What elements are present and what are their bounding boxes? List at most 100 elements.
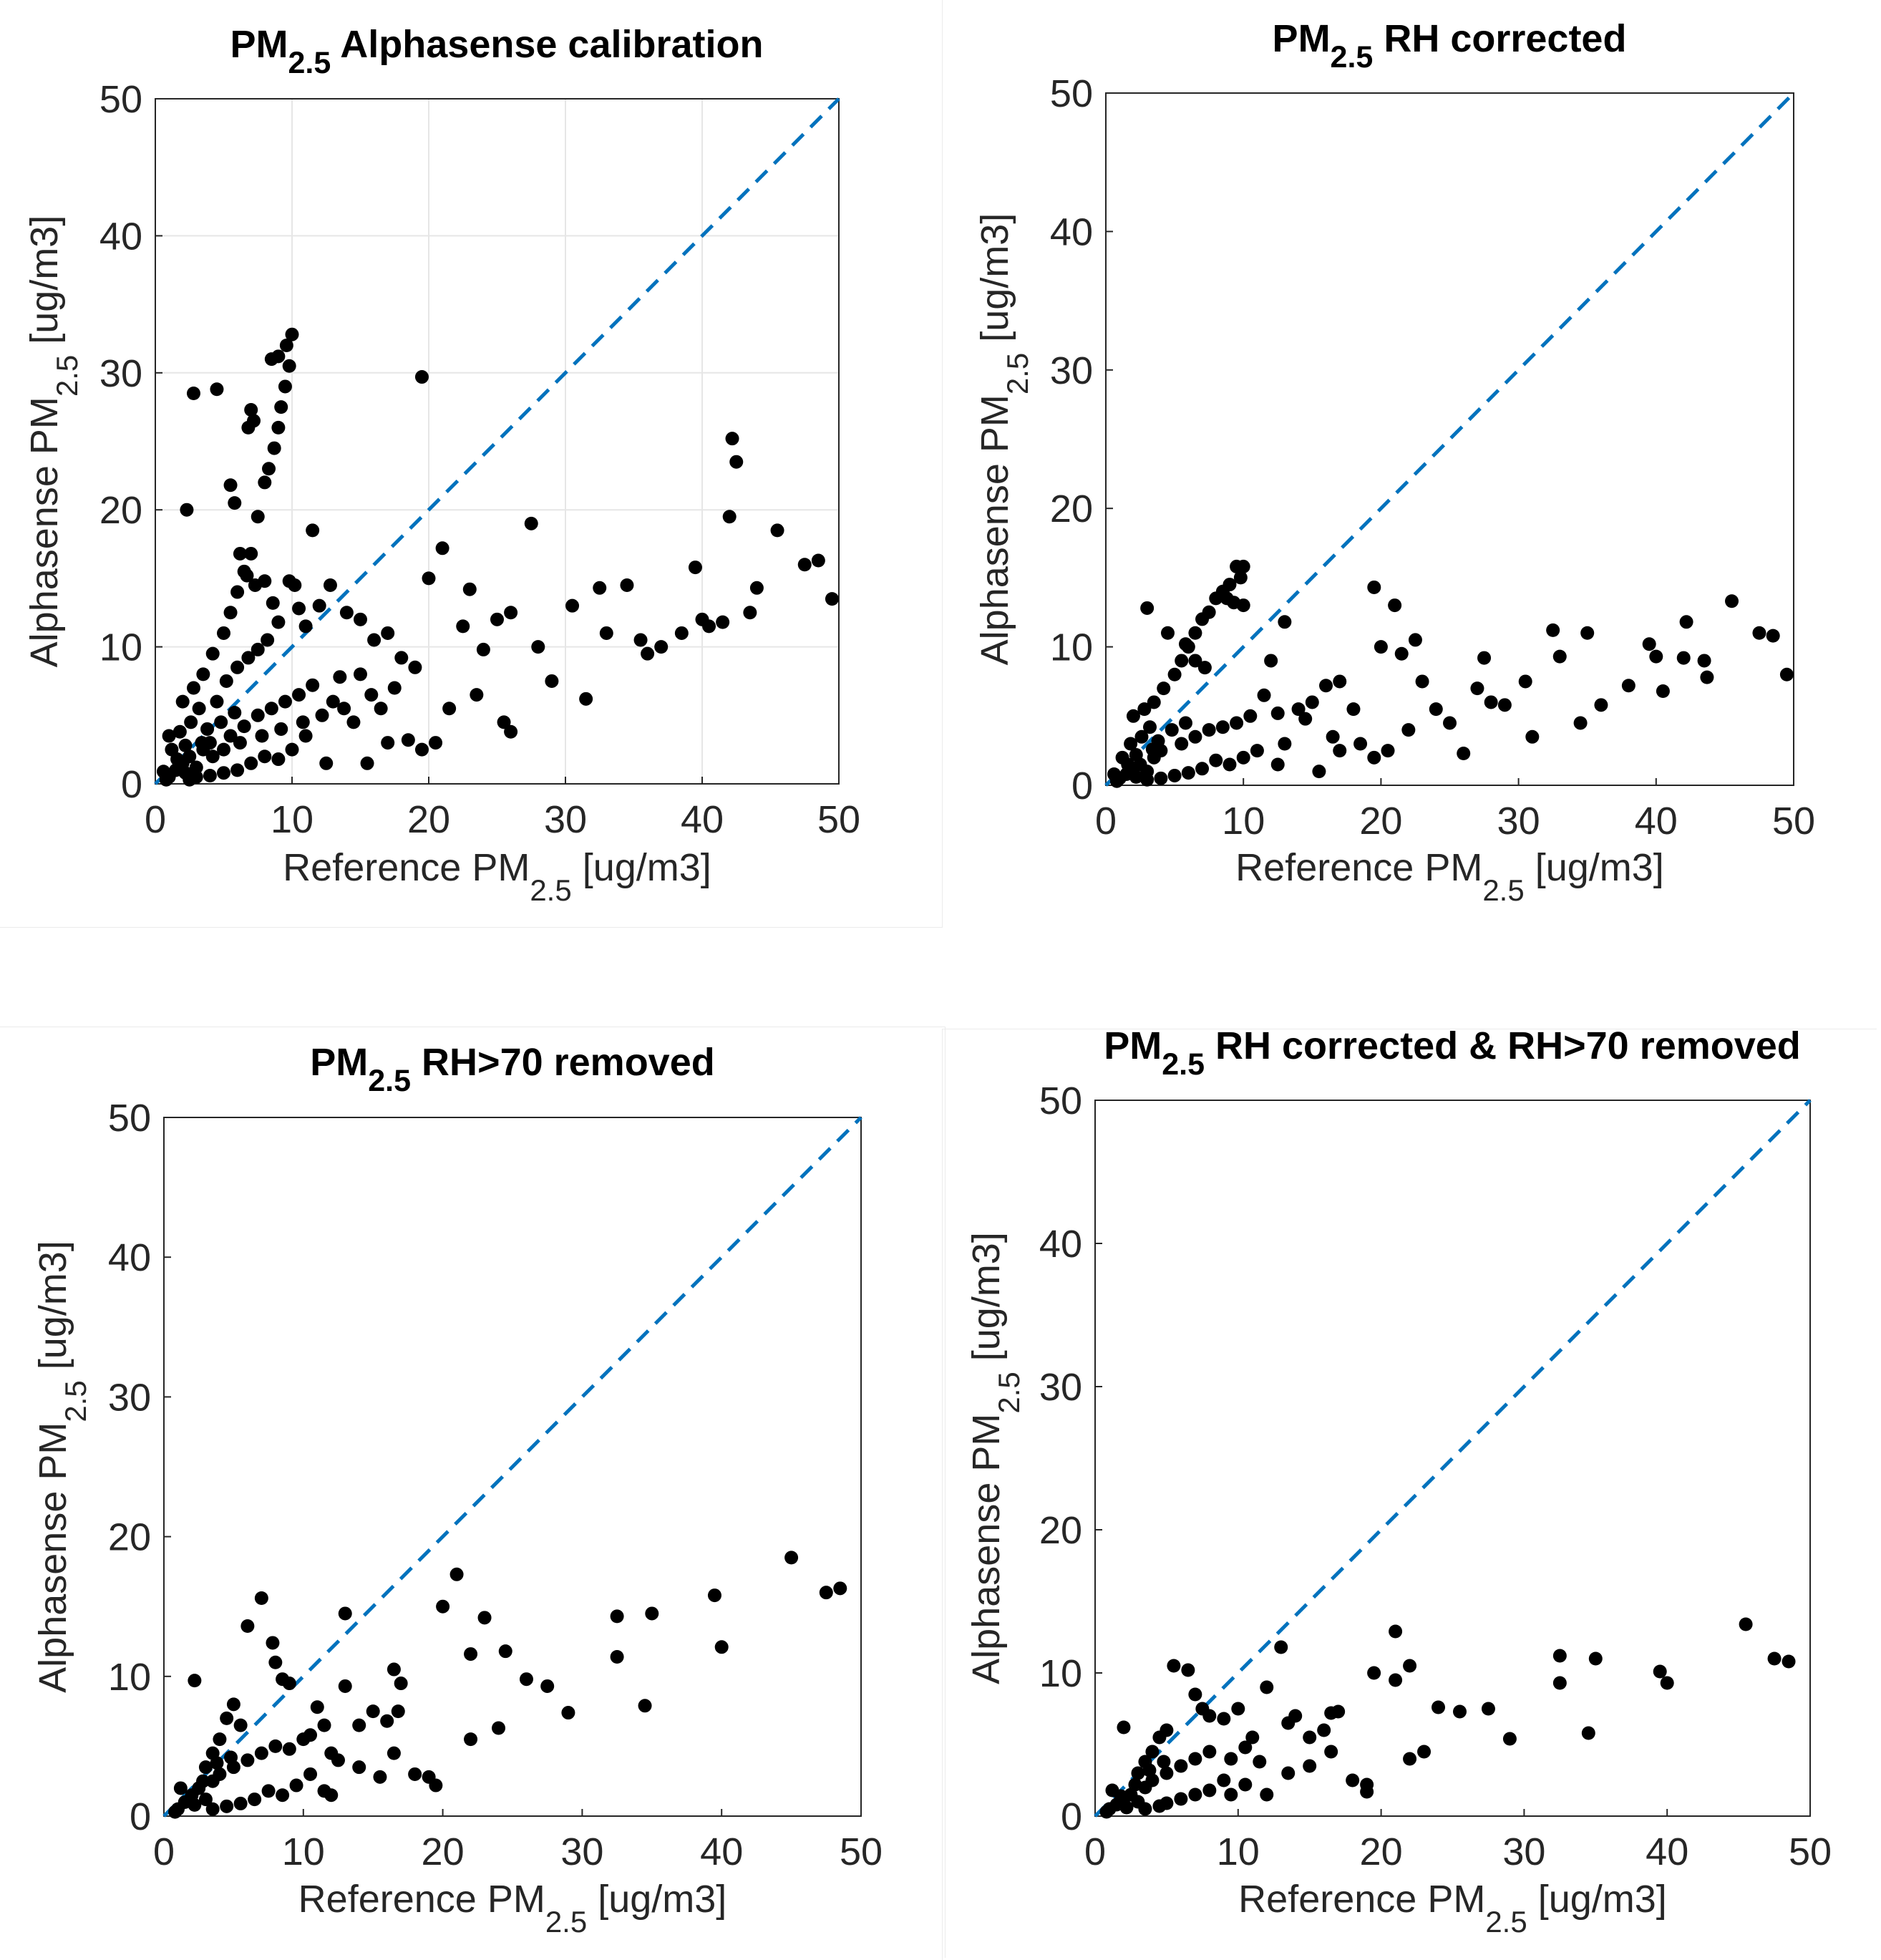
data-point — [264, 702, 278, 716]
data-point — [1581, 1726, 1595, 1740]
data-point — [288, 578, 302, 592]
scatter-chart-2: 0 10 20 30 40 50 0 10 20 30 40 50 PM2.5 RH corrected… — [973, 17, 1815, 907]
axes-box — [163, 1117, 862, 1817]
data-point — [1649, 649, 1663, 664]
data-point — [223, 729, 238, 743]
data-point — [178, 738, 193, 752]
data-point — [1223, 757, 1237, 772]
data-point — [264, 352, 278, 367]
data-point — [1137, 702, 1152, 717]
data-point — [1188, 654, 1202, 668]
data-point — [819, 1586, 833, 1600]
data-point — [1580, 626, 1595, 640]
x-tick-label: 30 — [1497, 800, 1540, 843]
data-point — [714, 1640, 729, 1654]
data-point — [1588, 1651, 1603, 1666]
data-point — [1552, 649, 1567, 664]
data-point — [224, 1750, 238, 1765]
data-point — [219, 674, 233, 688]
data-point — [1317, 1723, 1331, 1737]
y-tick-label: 30 — [108, 1376, 151, 1419]
data-point — [1160, 626, 1175, 640]
data-point — [258, 749, 272, 764]
x-tick-label: 20 — [407, 798, 450, 841]
y-tick-label: 0 — [121, 763, 142, 806]
data-point — [610, 1609, 624, 1624]
data-point — [1443, 716, 1457, 730]
data-point — [1236, 559, 1250, 573]
data-point — [251, 510, 265, 524]
data-point — [1181, 766, 1195, 780]
data-point — [1224, 1787, 1238, 1802]
data-point — [729, 455, 744, 469]
data-point — [228, 705, 242, 719]
data-point — [338, 1606, 352, 1621]
data-point — [1552, 1649, 1567, 1663]
data-point — [1224, 1752, 1238, 1766]
y-axis-label: Alphasense PM2.5 [ug/m3] — [973, 213, 1034, 666]
data-point — [1274, 1640, 1288, 1654]
data-point — [210, 382, 224, 397]
data-point — [1243, 709, 1258, 723]
data-point — [1238, 1740, 1253, 1755]
data-point — [797, 558, 812, 572]
data-point — [352, 1718, 366, 1732]
data-point — [1231, 1702, 1245, 1716]
data-point — [217, 742, 230, 757]
y-tick-label: 10 — [1039, 1652, 1082, 1695]
data-point — [1147, 695, 1161, 709]
data-point — [593, 581, 607, 595]
data-point — [1312, 765, 1326, 779]
data-point — [186, 387, 200, 401]
data-point — [173, 1781, 188, 1795]
data-point — [271, 752, 286, 767]
data-point — [162, 729, 176, 743]
data-point — [1138, 1802, 1152, 1816]
data-point — [303, 1767, 318, 1781]
data-point — [1679, 615, 1693, 629]
data-point — [217, 766, 230, 780]
data-point — [504, 724, 518, 739]
data-point — [303, 1728, 318, 1742]
data-point — [188, 1674, 202, 1688]
data-point — [545, 674, 559, 688]
data-point — [289, 1778, 303, 1792]
data-point — [312, 598, 326, 613]
data-point — [258, 574, 272, 588]
data-point — [1157, 681, 1171, 696]
data-point — [702, 619, 716, 634]
data-point — [1452, 1704, 1467, 1719]
data-point — [519, 1672, 533, 1687]
data-point — [1165, 723, 1179, 737]
data-point — [1257, 688, 1271, 702]
data-point — [1174, 1759, 1188, 1773]
y-axis-label: Alphasense PM2.5 [ug/m3] — [31, 1241, 92, 1693]
data-point — [1725, 594, 1739, 608]
data-point — [271, 615, 286, 629]
data-point — [1552, 1676, 1567, 1690]
data-point — [414, 742, 429, 757]
data-point — [1353, 737, 1368, 751]
data-point — [306, 523, 320, 538]
y-tick-label: 20 — [1050, 487, 1093, 530]
data-point — [354, 667, 367, 681]
data-point — [464, 1647, 478, 1661]
data-point — [267, 441, 281, 455]
data-point — [1497, 698, 1512, 712]
data-point — [278, 694, 292, 709]
data-point — [394, 1677, 408, 1691]
x-tick-label: 10 — [271, 798, 314, 841]
data-point — [233, 1796, 248, 1810]
data-point — [1367, 1666, 1381, 1680]
data-point — [641, 646, 655, 661]
data-point — [223, 478, 238, 493]
data-point — [470, 688, 484, 702]
data-point — [464, 1732, 478, 1747]
data-point — [210, 694, 224, 709]
data-point — [436, 1599, 450, 1614]
data-point — [226, 1697, 240, 1712]
data-point — [1253, 1755, 1267, 1769]
data-point — [282, 359, 296, 373]
data-point — [1484, 695, 1498, 709]
y-tick-label: 50 — [1050, 72, 1093, 115]
